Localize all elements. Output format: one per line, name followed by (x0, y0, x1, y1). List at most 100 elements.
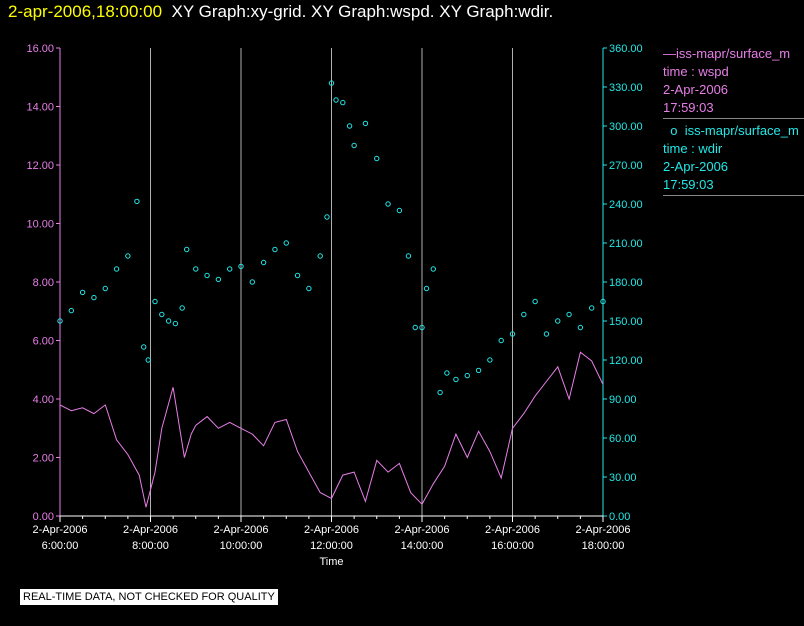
data-point-wdir (487, 357, 493, 363)
y-left-tick-label: 12.00 (26, 160, 54, 172)
x-tick-label-time: 8:00:00 (132, 540, 169, 552)
legend-marker-symbol: o (670, 123, 678, 138)
data-point-wdir (283, 240, 289, 246)
x-tick-label-time: 6:00:00 (42, 540, 79, 552)
y-right-tick-label: 180.00 (609, 277, 643, 289)
x-tick-label-time: 16:00:00 (491, 540, 534, 552)
data-point-wdir (444, 370, 450, 376)
data-point-wdir (91, 294, 97, 301)
data-point-wdir (521, 311, 527, 318)
data-point-wdir (464, 372, 470, 379)
y-left-tick-label: 8.00 (33, 277, 54, 289)
data-point-wdir (509, 331, 516, 337)
y-right-tick-label: 60.00 (609, 433, 637, 445)
legend: —iss-mapr/surface_m time : wspd 2-Apr-20… (663, 45, 804, 196)
quality-note: REAL-TIME DATA, NOT CHECKED FOR QUALITY (20, 589, 278, 605)
data-point-wdir (294, 272, 301, 279)
x-tick-label-date: 2-Apr-2006 (32, 524, 87, 536)
y-right-tick-label: 300.00 (609, 121, 643, 133)
data-point-wdir (412, 324, 418, 331)
data-point-wdir (165, 318, 172, 324)
window-header: 2-apr-2006,18:00:00 XY Graph:xy-grid. XY… (8, 2, 553, 22)
data-point-wdir (145, 357, 151, 363)
x-tick-label-time: 12:00:00 (310, 540, 353, 552)
legend-entry-wdir: o iss-mapr/surface_m time : wdir 2-Apr-2… (663, 122, 804, 196)
data-point-wdir (141, 344, 147, 350)
legend-entry-wspd: —iss-mapr/surface_m time : wspd 2-Apr-20… (663, 45, 804, 119)
y-right-tick-label: 210.00 (609, 238, 643, 250)
data-point-wdir (423, 285, 430, 292)
data-point-wdir (125, 253, 131, 259)
data-point-wdir (102, 285, 108, 292)
data-point-wdir (204, 272, 210, 279)
data-point-wdir (419, 324, 425, 331)
data-point-wdir (351, 142, 357, 149)
data-point-wdir (152, 298, 158, 305)
y-left-tick-label: 4.00 (33, 394, 54, 406)
data-point-wdir (555, 318, 561, 324)
y-left-tick-label: 0.00 (33, 511, 54, 523)
data-point-wdir (374, 155, 380, 162)
y-left-tick-label: 14.00 (26, 102, 54, 114)
data-point-wdir (385, 201, 391, 207)
series-line-wspd (59, 351, 604, 508)
data-point-wdir (317, 253, 323, 259)
x-tick-label-time: 18:00:00 (582, 540, 625, 552)
x-tick-label-date: 2-Apr-2006 (123, 524, 178, 536)
legend-name: time : wdir (663, 141, 723, 156)
data-point-wdir (260, 259, 267, 266)
data-point-wdir (577, 324, 584, 331)
legend-line-symbol: — (663, 46, 676, 61)
data-point-wdir (179, 305, 185, 311)
x-tick-label-date: 2-Apr-2006 (394, 524, 449, 536)
data-point-wdir (272, 246, 278, 253)
data-point-wdir (249, 279, 256, 285)
data-point-wdir (362, 120, 369, 127)
y-right-tick-label: 30.00 (609, 472, 637, 484)
data-point-wdir (437, 389, 443, 396)
data-point-wdir (333, 97, 339, 103)
legend-time: 17:59:03 (663, 100, 714, 115)
y-right-tick-label: 240.00 (609, 199, 643, 211)
x-tick-label-date: 2-Apr-2006 (575, 524, 630, 536)
x-tick-label-date: 2-Apr-2006 (213, 524, 268, 536)
timestamp: 2-apr-2006,18:00:00 (8, 2, 163, 21)
y-right-tick-label: 150.00 (609, 316, 643, 328)
y-right-tick-label: 360.00 (609, 43, 643, 55)
data-point-wdir (79, 289, 86, 296)
legend-time: 17:59:03 (663, 177, 714, 192)
data-point-wdir (134, 198, 140, 205)
legend-series: iss-mapr/surface_m (684, 123, 799, 138)
x-axis-label: Time (319, 556, 343, 568)
data-point-wdir (600, 298, 606, 305)
data-point-wdir (588, 305, 595, 311)
data-point-wdir (159, 311, 165, 318)
data-point-wdir (396, 207, 403, 214)
data-point-wdir (57, 318, 63, 324)
data-point-wdir (68, 307, 75, 314)
data-point-wdir (498, 337, 504, 344)
data-point-wdir (172, 320, 179, 327)
data-point-wdir (324, 214, 330, 220)
data-point-wdir (566, 311, 572, 318)
data-point-wdir (328, 80, 335, 86)
x-tick-label-time: 10:00:00 (220, 540, 263, 552)
data-point-wdir (238, 263, 244, 270)
y-right-tick-label: 0.00 (609, 511, 630, 523)
x-tick-label-date: 2-Apr-2006 (304, 524, 359, 536)
data-point-wdir (453, 376, 459, 383)
y-right-tick-label: 120.00 (609, 355, 643, 367)
legend-date: 2-Apr-2006 (663, 159, 729, 174)
data-point-wdir (532, 298, 538, 305)
data-point-wdir (405, 253, 412, 259)
data-point-wdir (184, 246, 190, 253)
x-tick-label-time: 14:00:00 (401, 540, 444, 552)
y-left-tick-label: 10.00 (26, 219, 54, 231)
x-tick-label-date: 2-Apr-2006 (485, 524, 540, 536)
data-point-wdir (306, 285, 312, 292)
data-point-wdir (226, 266, 233, 272)
data-point-wdir (340, 99, 346, 106)
legend-date: 2-Apr-2006 (663, 82, 729, 97)
y-right-tick-label: 270.00 (609, 160, 643, 172)
